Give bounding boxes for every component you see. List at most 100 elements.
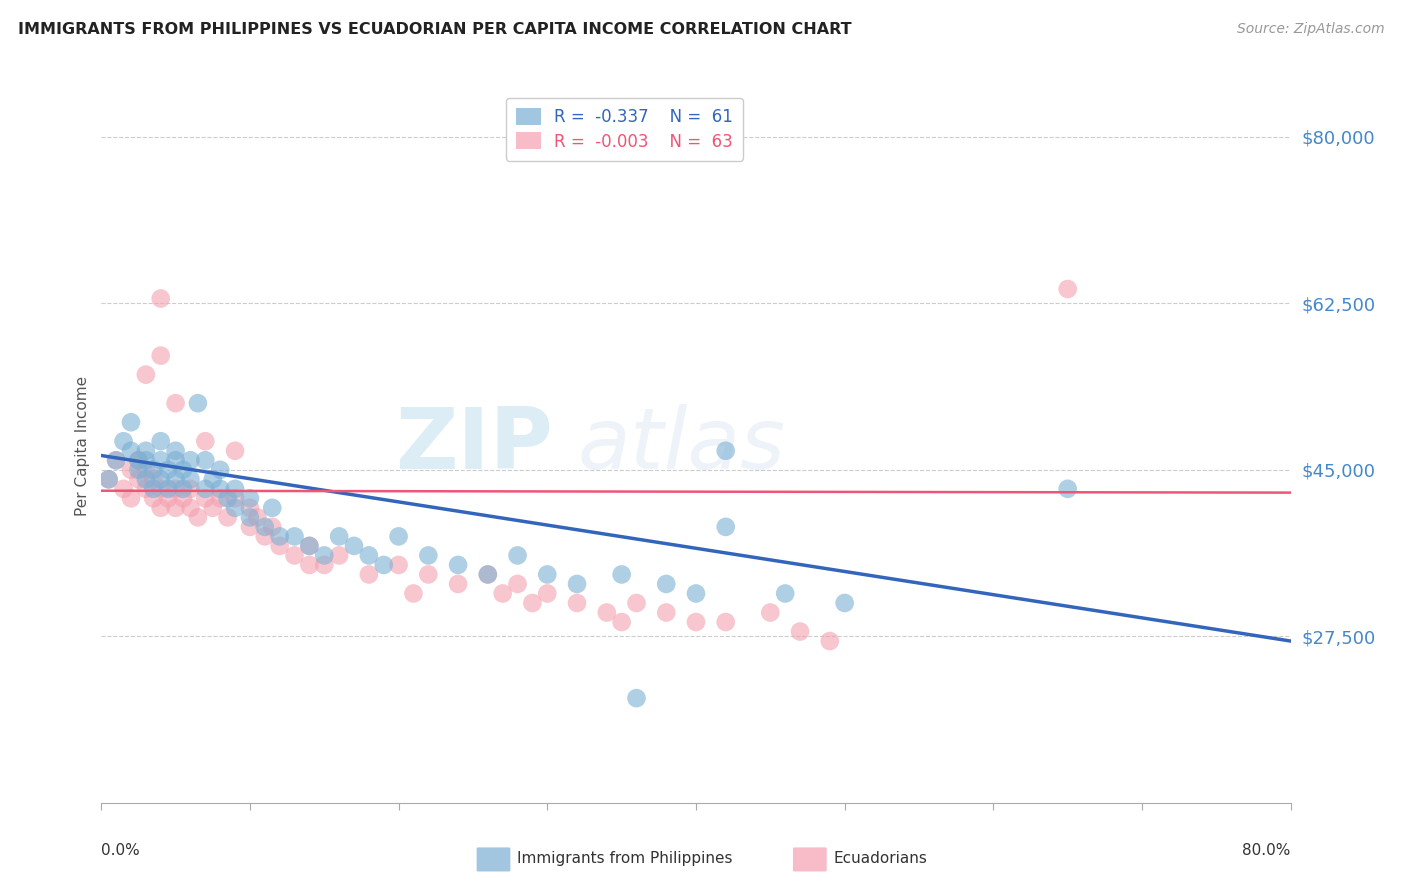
Point <box>269 529 291 543</box>
Point <box>685 615 707 629</box>
Point <box>194 482 217 496</box>
Point <box>187 396 209 410</box>
Point <box>565 577 588 591</box>
Point <box>165 396 187 410</box>
Point <box>105 453 128 467</box>
Point <box>135 463 157 477</box>
Point <box>194 434 217 449</box>
Point <box>655 606 678 620</box>
Point <box>127 453 149 467</box>
Point <box>224 491 246 506</box>
Point <box>120 491 142 506</box>
Point <box>194 453 217 467</box>
Point <box>157 463 180 477</box>
Legend: R =  -0.337    N =  61, R =  -0.003    N =  63: R = -0.337 N = 61, R = -0.003 N = 63 <box>506 97 744 161</box>
Point <box>357 549 380 563</box>
Point <box>209 463 232 477</box>
Point <box>172 491 194 506</box>
Point <box>402 586 425 600</box>
Point <box>209 482 232 496</box>
Point <box>262 500 284 515</box>
Point <box>357 567 380 582</box>
Point <box>157 491 180 506</box>
Point <box>298 539 321 553</box>
Point <box>224 482 246 496</box>
Point <box>685 586 707 600</box>
Point <box>120 463 142 477</box>
Point <box>165 472 187 486</box>
Point <box>135 482 157 496</box>
Point <box>773 586 796 600</box>
Point <box>626 596 648 610</box>
Point <box>328 529 350 543</box>
Point <box>217 491 239 506</box>
Point <box>120 415 142 429</box>
Text: Source: ZipAtlas.com: Source: ZipAtlas.com <box>1237 22 1385 37</box>
Point <box>447 577 470 591</box>
Point <box>418 549 440 563</box>
Point <box>477 567 499 582</box>
Point <box>165 482 187 496</box>
Point <box>105 453 128 467</box>
Point <box>217 510 239 524</box>
Point <box>97 472 120 486</box>
Point <box>149 434 172 449</box>
Point <box>142 463 165 477</box>
Point <box>610 615 633 629</box>
Point <box>283 529 305 543</box>
Point <box>626 691 648 706</box>
Text: 0.0%: 0.0% <box>101 843 141 858</box>
Point <box>157 482 180 496</box>
Point <box>172 463 194 477</box>
Point <box>253 529 276 543</box>
Point <box>201 500 224 515</box>
Point <box>536 586 558 600</box>
Point <box>565 596 588 610</box>
Point <box>253 520 276 534</box>
Point <box>492 586 515 600</box>
Point <box>209 491 232 506</box>
Point <box>1056 482 1078 496</box>
Text: ZIP: ZIP <box>395 404 553 488</box>
Point <box>298 539 321 553</box>
Point <box>655 577 678 591</box>
Point <box>506 549 529 563</box>
Point <box>283 549 305 563</box>
Point <box>135 368 157 382</box>
Point <box>135 443 157 458</box>
Point <box>112 434 135 449</box>
Point <box>149 453 172 467</box>
Point <box>179 453 201 467</box>
Point <box>596 606 619 620</box>
Point <box>112 482 135 496</box>
Point <box>298 558 321 572</box>
Point <box>818 634 841 648</box>
Point <box>127 472 149 486</box>
Point <box>224 500 246 515</box>
Point <box>149 482 172 496</box>
Point <box>314 558 336 572</box>
Point <box>97 472 120 486</box>
Point <box>789 624 811 639</box>
Text: 80.0%: 80.0% <box>1243 843 1291 858</box>
Point <box>714 443 737 458</box>
Point <box>165 453 187 467</box>
Y-axis label: Per Capita Income: Per Capita Income <box>75 376 90 516</box>
Point <box>262 520 284 534</box>
Point <box>239 500 262 515</box>
Point <box>142 491 165 506</box>
Point <box>239 520 262 534</box>
Point <box>165 443 187 458</box>
Point <box>142 472 165 486</box>
Point <box>388 529 411 543</box>
Point <box>149 349 172 363</box>
Point <box>149 500 172 515</box>
Point <box>172 482 194 496</box>
Point <box>135 472 157 486</box>
Point <box>179 500 201 515</box>
Point <box>388 558 411 572</box>
Point <box>165 500 187 515</box>
Point <box>759 606 782 620</box>
Point <box>179 482 201 496</box>
Text: Immigrants from Philippines: Immigrants from Philippines <box>517 852 733 866</box>
